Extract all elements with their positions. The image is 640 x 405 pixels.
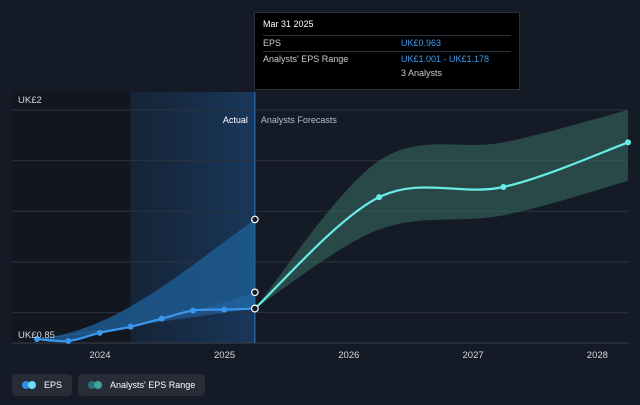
tooltip: Mar 31 2025 EPS UK£0.963 Analysts' EPS R… [254, 12, 520, 90]
eps-point-1 [65, 337, 72, 344]
tooltip-range-value: UK£1.001 - UK£1.178 [401, 54, 490, 64]
forecast-point-0 [376, 194, 383, 201]
y-axis-label-max: UK£2 [18, 95, 42, 106]
eps-point-5 [189, 307, 196, 314]
eps-point-2 [96, 329, 103, 336]
eps-point-3 [127, 323, 134, 330]
eps-legend-icon [22, 381, 37, 389]
chart-background-layer [12, 92, 255, 343]
chart-areas [37, 110, 628, 342]
legend-label-eps: EPS [44, 380, 63, 390]
tooltip-title: Mar 31 2025 [263, 19, 314, 29]
tooltip-eps-value: UK£0.963 [401, 38, 442, 48]
chart-points [34, 139, 631, 344]
x-axis-label-2027: 2027 [463, 350, 484, 361]
tooltip-range-label: Analysts' EPS Range [263, 54, 349, 64]
eps-chart: UK£2 UK£0.85 2024 2025 2026 2027 2028 Actual Ana… [12, 92, 631, 361]
forecast-line [254, 141, 629, 310]
chart-legend: EPS Analysts' EPS Range [12, 374, 206, 396]
tooltip-range-row: Analysts' EPS Range UK£1.001 - UK£1.178 [263, 51, 511, 67]
past-estimate-range-area [37, 219, 255, 342]
x-axis-label-2025: 2025 [214, 350, 235, 361]
forecast-point-2 [625, 139, 631, 146]
actual-section-label: Actual [223, 115, 248, 125]
tooltip-eps-row: EPS UK£0.963 [263, 35, 511, 51]
tooltip-analysts: 3 Analysts [401, 68, 443, 78]
eps-point-0 [34, 335, 40, 342]
x-axis-label-2026: 2026 [338, 350, 359, 361]
past-estimate-point-1 [251, 288, 259, 297]
past-estimate-point-0 [251, 215, 259, 224]
eps-point-6 [221, 306, 228, 313]
legend-label-range: Analysts' EPS Range [110, 380, 196, 390]
tooltip-eps-label: EPS [263, 38, 282, 48]
legend-item-range[interactable]: Analysts' EPS Range [78, 374, 206, 396]
x-axis-label-2024: 2024 [89, 350, 110, 361]
forecast-section-label: Analysts Forecasts [261, 115, 338, 125]
y-axis-label-min: UK£0.85 [18, 330, 55, 341]
eps-point-4 [158, 315, 165, 322]
legend-item-eps[interactable]: EPS [12, 374, 73, 396]
range-legend-icon [88, 381, 103, 389]
eps-current-point [250, 304, 259, 313]
forecast-point-1 [500, 183, 507, 190]
x-axis-label-2028: 2028 [587, 350, 608, 361]
chart-labels: UK£2 UK£0.85 2024 2025 2026 2027 2028 Actual Ana… [18, 95, 608, 361]
forecast-range-area [254, 110, 628, 309]
history-background [12, 92, 131, 343]
